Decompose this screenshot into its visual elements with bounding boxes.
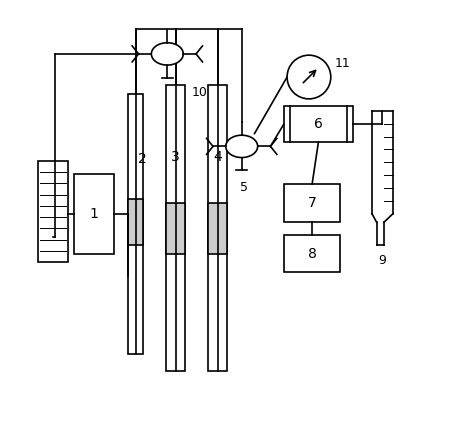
Circle shape — [287, 55, 331, 99]
Bar — [284, 235, 340, 272]
Bar — [208, 203, 227, 253]
Bar — [128, 94, 143, 354]
Text: 6: 6 — [314, 117, 323, 131]
Ellipse shape — [226, 135, 258, 157]
Text: 1: 1 — [89, 206, 98, 221]
Text: 4: 4 — [213, 150, 222, 164]
Text: 5: 5 — [240, 181, 248, 195]
Text: 8: 8 — [308, 247, 316, 261]
Bar — [74, 174, 114, 253]
Bar — [284, 107, 353, 142]
Bar — [284, 184, 340, 222]
Text: 7: 7 — [308, 196, 316, 210]
Text: 9: 9 — [379, 253, 386, 266]
Text: 11: 11 — [335, 58, 351, 70]
Ellipse shape — [151, 43, 183, 65]
Bar — [38, 161, 68, 262]
Text: 2: 2 — [138, 152, 147, 166]
Bar — [128, 199, 143, 245]
Bar — [208, 85, 227, 371]
Bar — [166, 85, 185, 371]
Text: 10: 10 — [191, 86, 207, 99]
Bar — [166, 203, 185, 253]
Text: 3: 3 — [171, 150, 180, 164]
